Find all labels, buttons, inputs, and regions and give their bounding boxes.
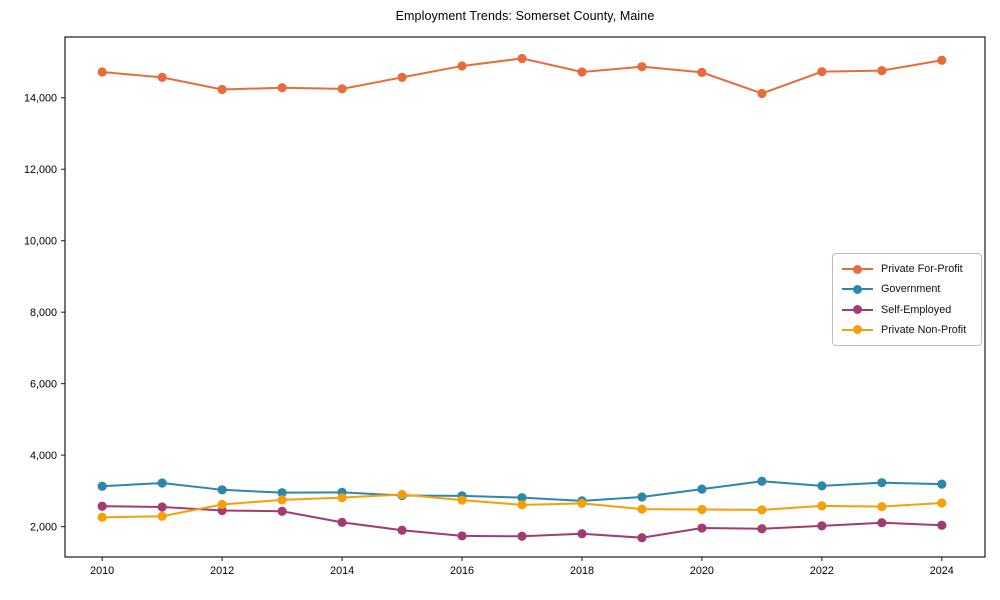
legend-marker-self-employed-icon [842, 304, 873, 315]
legend-item-private-non-profit: Private Non-Profit [842, 320, 973, 340]
data-point-self-employed [457, 531, 467, 541]
data-point-private-for-profit [577, 67, 587, 77]
x-tick-label: 2010 [90, 565, 114, 577]
data-point-government [757, 476, 767, 486]
y-tick-label: 8,000 [30, 307, 57, 319]
x-tick-label: 2022 [810, 565, 834, 577]
data-point-private-non-profit [277, 495, 287, 505]
data-point-self-employed [757, 524, 767, 534]
data-point-private-for-profit [637, 62, 647, 72]
data-point-self-employed [577, 529, 587, 539]
y-tick-label: 6,000 [30, 378, 57, 390]
y-tick-label: 10,000 [24, 235, 57, 247]
data-point-private-for-profit [757, 88, 767, 99]
y-tick-label: 14,000 [24, 92, 57, 104]
legend-item-self-employed: Self-Employed [842, 300, 973, 320]
y-tick-label: 12,000 [24, 164, 57, 176]
y-tick-label: 2,000 [30, 521, 57, 533]
data-point-private-for-profit [97, 67, 107, 77]
data-point-government [217, 485, 227, 495]
data-point-private-for-profit [217, 84, 227, 95]
x-tick-label: 2012 [210, 565, 234, 577]
data-point-self-employed [277, 506, 287, 516]
data-point-self-employed [817, 521, 827, 531]
data-point-private-non-profit [517, 500, 527, 510]
data-point-private-for-profit [397, 72, 407, 82]
y-tick-label: 4,000 [30, 450, 57, 462]
x-tick-label: 2016 [450, 565, 474, 577]
legend-marker-private-for-profit-icon [842, 264, 873, 275]
x-tick-label: 2018 [570, 565, 594, 577]
data-point-private-non-profit [817, 501, 827, 511]
data-point-private-for-profit [457, 61, 467, 71]
data-point-self-employed [877, 518, 887, 528]
legend-label: Private For-Profit [881, 263, 963, 276]
data-point-private-for-profit [817, 67, 827, 77]
legend-label: Self-Employed [881, 303, 952, 316]
data-point-government [697, 484, 707, 494]
data-point-private-non-profit [937, 498, 947, 508]
data-point-self-employed [157, 502, 167, 512]
data-point-private-for-profit [517, 53, 527, 64]
data-point-government [877, 478, 887, 488]
x-tick-label: 2020 [690, 565, 714, 577]
chart-title: Employment Trends: Somerset County, Main… [395, 9, 655, 23]
data-point-private-non-profit [457, 495, 467, 505]
data-point-government [817, 481, 827, 491]
data-point-private-non-profit [97, 512, 107, 522]
series-line-private-for-profit [102, 57, 942, 95]
data-point-private-for-profit [697, 67, 707, 77]
legend-item-private-for-profit: Private For-Profit [842, 259, 973, 279]
data-point-government [97, 481, 107, 491]
data-point-private-for-profit [337, 84, 347, 94]
data-point-private-non-profit [577, 498, 587, 508]
data-point-self-employed [697, 523, 707, 533]
data-point-private-non-profit [397, 489, 407, 500]
data-point-private-non-profit [637, 504, 647, 514]
data-point-private-non-profit [217, 499, 227, 510]
data-point-self-employed [337, 517, 347, 527]
data-point-self-employed [637, 533, 647, 543]
data-point-self-employed [97, 501, 107, 511]
data-point-government [637, 492, 647, 502]
data-point-private-for-profit [157, 72, 167, 82]
data-point-private-for-profit [937, 55, 947, 65]
data-point-self-employed [397, 525, 407, 535]
plot-frame [64, 36, 986, 558]
data-point-private-non-profit [157, 511, 167, 521]
x-tick-label: 2024 [930, 565, 954, 577]
data-point-government [157, 478, 167, 488]
data-point-government [277, 488, 287, 498]
legend-marker-government-icon [842, 284, 873, 295]
legend-marker-private-non-profit-icon [842, 324, 873, 335]
data-point-government [517, 493, 527, 503]
data-point-private-for-profit [277, 83, 287, 93]
data-point-private-non-profit [697, 504, 707, 515]
x-tick-label: 2014 [330, 565, 354, 577]
legend-label: Private Non-Profit [881, 323, 967, 336]
data-point-self-employed [517, 531, 527, 541]
legend-item-government: Government [842, 279, 973, 299]
data-point-private-non-profit [337, 493, 347, 503]
legend: Private For-Profit Government Self-Emplo… [832, 253, 982, 346]
data-point-government [937, 479, 947, 489]
data-point-private-for-profit [877, 65, 887, 76]
data-point-self-employed [937, 520, 947, 530]
data-point-private-non-profit [757, 505, 767, 515]
legend-label: Government [881, 283, 941, 296]
data-point-private-non-profit [877, 502, 887, 512]
